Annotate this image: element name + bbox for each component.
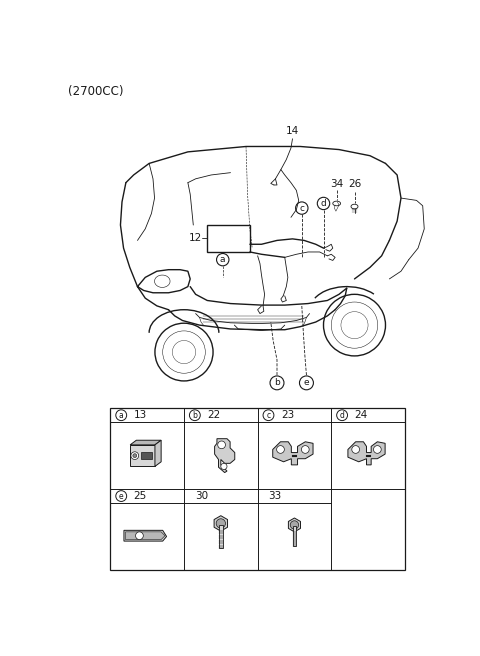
Text: 23: 23	[281, 410, 294, 420]
Polygon shape	[124, 530, 167, 541]
Text: 24: 24	[355, 410, 368, 420]
Text: 14: 14	[286, 127, 299, 136]
Polygon shape	[273, 441, 313, 465]
Text: (2700CC): (2700CC)	[68, 85, 123, 98]
Text: e: e	[119, 491, 123, 501]
Text: a: a	[119, 411, 124, 420]
Text: c: c	[300, 203, 304, 213]
Text: 33: 33	[268, 491, 282, 501]
Circle shape	[373, 445, 381, 453]
Polygon shape	[292, 527, 296, 546]
Polygon shape	[130, 445, 155, 466]
Text: 26: 26	[348, 179, 361, 189]
Circle shape	[218, 441, 226, 449]
Circle shape	[216, 519, 226, 528]
Text: a: a	[220, 255, 226, 264]
Text: 30: 30	[195, 491, 208, 501]
Circle shape	[135, 532, 144, 540]
Text: c: c	[266, 411, 271, 420]
Text: 25: 25	[133, 491, 147, 501]
Circle shape	[133, 454, 137, 458]
Circle shape	[131, 452, 139, 459]
Text: b: b	[274, 379, 280, 388]
Polygon shape	[214, 516, 228, 531]
Polygon shape	[130, 440, 161, 445]
Text: 12: 12	[189, 233, 202, 243]
Circle shape	[301, 445, 309, 453]
Circle shape	[352, 445, 360, 453]
Polygon shape	[215, 439, 235, 472]
Text: d: d	[340, 411, 345, 420]
Polygon shape	[125, 532, 165, 540]
Text: 22: 22	[207, 410, 220, 420]
Text: e: e	[304, 379, 309, 388]
Circle shape	[221, 463, 227, 470]
Text: 13: 13	[133, 410, 147, 420]
Polygon shape	[155, 440, 161, 466]
Polygon shape	[348, 441, 385, 465]
Circle shape	[276, 445, 284, 453]
Polygon shape	[141, 452, 152, 459]
Polygon shape	[219, 525, 223, 548]
Text: 34: 34	[330, 179, 343, 189]
Circle shape	[290, 521, 299, 529]
Polygon shape	[288, 518, 300, 532]
Text: d: d	[321, 199, 326, 208]
Text: b: b	[192, 411, 197, 420]
FancyBboxPatch shape	[207, 225, 250, 252]
